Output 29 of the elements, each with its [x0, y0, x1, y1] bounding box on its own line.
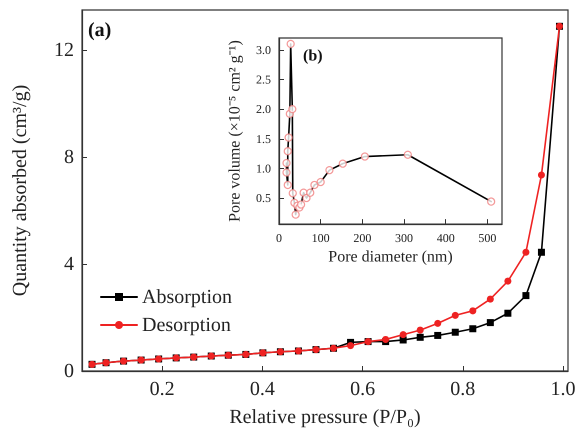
- legend-label: Absorption: [142, 286, 232, 308]
- y-tick-label: 0: [64, 360, 74, 382]
- x-axis-title: Pore diameter (nm): [328, 248, 453, 266]
- x-axis-title: Relative pressure (P/P₀): [229, 406, 421, 428]
- x-tick-label: 1.0: [550, 378, 576, 400]
- y-tick-label: 12: [54, 39, 74, 62]
- x-tick-label: 0.4: [250, 378, 275, 400]
- y-tick-label: 1.0: [256, 161, 271, 176]
- x-tick-label: 100: [312, 231, 330, 246]
- legend-label: Desorption: [142, 314, 231, 336]
- y-axis-title: Quantity absorbed (cm³/g): [9, 84, 31, 296]
- y-tick-label: 2.5: [256, 72, 271, 86]
- y-tick-label: 2.0: [256, 102, 271, 116]
- x-tick-label: 0: [276, 231, 282, 246]
- annotation: (b): [303, 48, 323, 64]
- x-tick-label: 0.6: [350, 378, 376, 400]
- annotation: (a): [88, 19, 112, 41]
- y-tick-label: 1.5: [256, 132, 271, 146]
- x-tick-label: 500: [478, 231, 496, 246]
- x-tick-label: 0.8: [450, 378, 476, 400]
- x-tick-label: 200: [353, 231, 372, 246]
- x-tick-label: 0.2: [150, 378, 175, 400]
- y-axis-title: Pore volume (×10⁻⁵ cm² g⁻¹): [226, 40, 244, 222]
- x-tick-label: 400: [436, 231, 455, 246]
- y-tick-label: 8: [64, 146, 74, 168]
- y-tick-label: 0.5: [256, 191, 271, 206]
- y-tick-label: 4: [64, 253, 74, 276]
- y-tick-label: 3.0: [256, 42, 271, 57]
- x-tick-label: 300: [395, 231, 414, 246]
